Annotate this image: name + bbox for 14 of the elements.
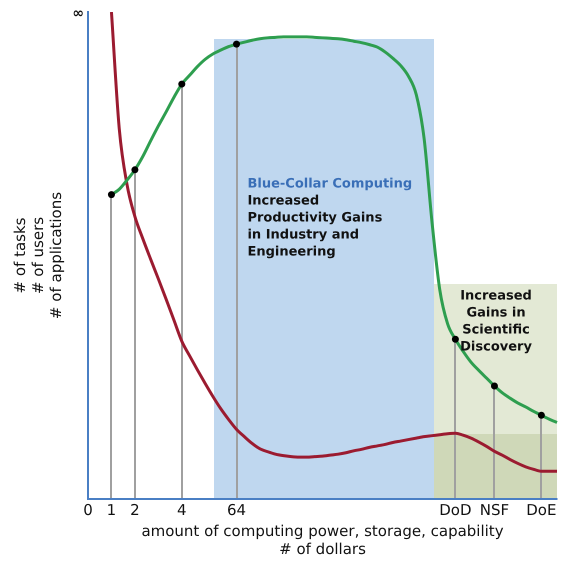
- x-tick-label: 4: [177, 500, 187, 519]
- annotation: Increased Gains in Scientific Discovery: [460, 288, 532, 354]
- annotation: Blue-Collar Computing: [247, 176, 412, 192]
- x-tick-label: DoE: [526, 500, 556, 519]
- annotation: Increased Productivity Gains in Industry and Engineering: [247, 193, 383, 260]
- x-tick-label: 0: [83, 500, 93, 519]
- x-axis-title: amount of computing power, storage, capability # of dollars: [141, 522, 504, 558]
- y-axis-title: # of tasks # of users # of applications: [10, 192, 65, 320]
- x-tick-label: 1: [106, 500, 116, 519]
- x-tick-label: 2: [130, 500, 140, 519]
- x-tick-label: DoD: [439, 500, 472, 519]
- x-tick-label: 64: [226, 500, 246, 519]
- x-tick-label: NSF: [480, 500, 510, 519]
- text: ∞: [72, 6, 84, 22]
